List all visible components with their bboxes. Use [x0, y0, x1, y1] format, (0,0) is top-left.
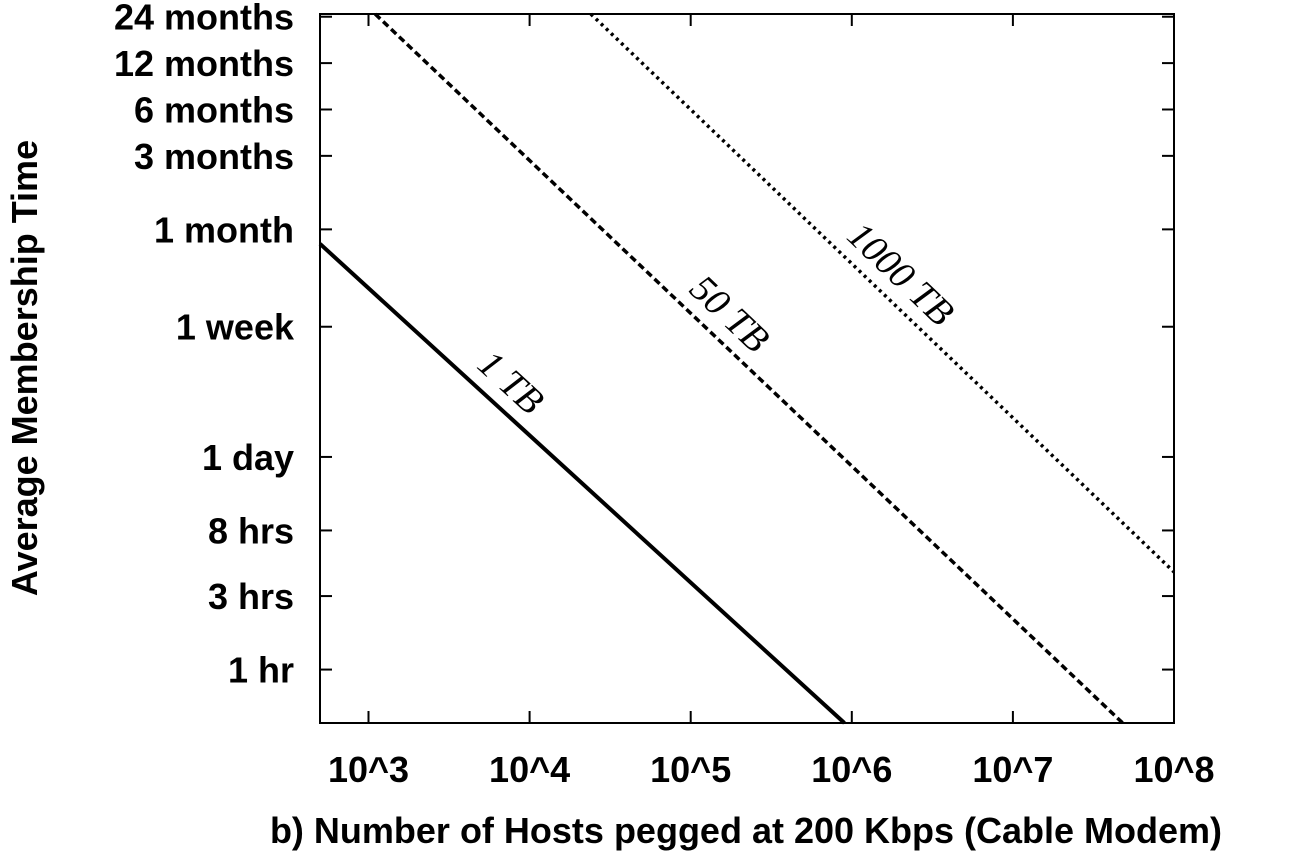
y-tick-label: 8 hrs	[208, 510, 294, 551]
series-line	[318, 242, 846, 725]
y-axis-title: Average Membership Time	[4, 140, 45, 596]
y-tick-label: 12 months	[114, 43, 294, 84]
y-axis: 1 hr 3 hrs 8 hrs 1 day 1 week 1 month 3 months…	[114, 0, 1174, 691]
series-labels: 1 TB 50 TB 1000 TB	[470, 214, 962, 423]
series-label: 1 TB	[470, 343, 552, 423]
y-tick-label: 3 months	[134, 136, 294, 177]
x-tick-label: 10^6	[811, 749, 892, 790]
y-tick-label: 6 months	[134, 89, 294, 130]
y-tick-label: 1 month	[154, 209, 294, 250]
x-tick-label: 10^5	[650, 749, 731, 790]
series-label: 1000 TB	[839, 214, 962, 334]
series-lines	[318, 12, 1176, 725]
x-tick-label: 10^4	[489, 749, 570, 790]
x-tick-label: 10^8	[1133, 749, 1214, 790]
x-axis-title: b) Number of Hosts pegged at 200 Kbps (C…	[270, 810, 1222, 851]
series-line	[373, 12, 1124, 725]
series-label: 50 TB	[682, 267, 778, 361]
x-axis: 10^3 10^4 10^5 10^6 10^7 10^8	[328, 14, 1215, 790]
y-tick-label: 1 day	[202, 437, 294, 478]
series-line	[589, 12, 1176, 574]
y-tick-label: 1 week	[176, 307, 295, 348]
x-tick-label: 10^3	[328, 749, 409, 790]
y-tick-label: 24 months	[114, 0, 294, 38]
y-tick-label: 3 hrs	[208, 576, 294, 617]
x-tick-label: 10^7	[972, 749, 1053, 790]
plot-area-frame	[319, 13, 1175, 724]
y-tick-label: 1 hr	[228, 650, 294, 691]
